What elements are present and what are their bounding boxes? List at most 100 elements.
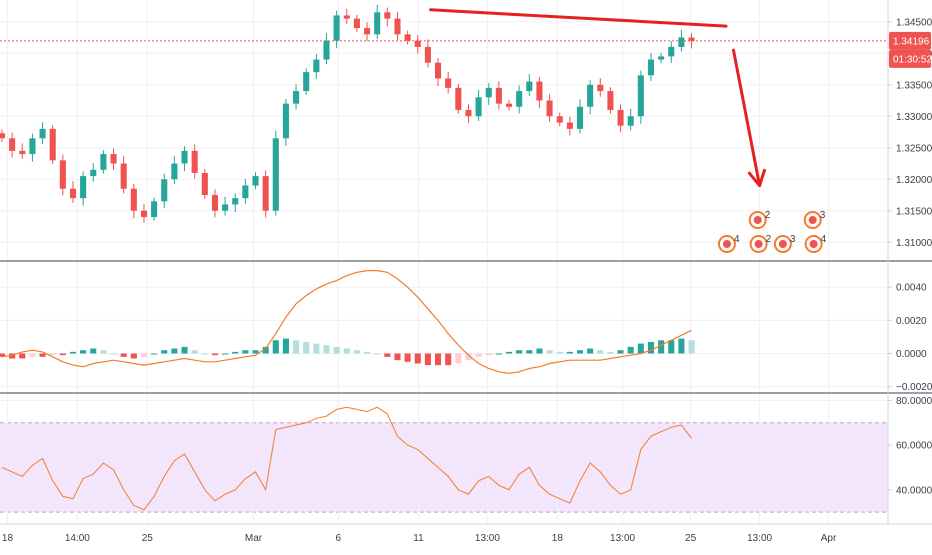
candle-body — [242, 185, 249, 199]
candle-body — [313, 59, 320, 73]
candle — [272, 130, 279, 216]
candle — [475, 89, 482, 121]
price-axis[interactable]: 1.345001.340001.335001.330001.325001.320… — [888, 17, 932, 496]
macd-histogram-bar — [80, 350, 87, 354]
macd-histogram-bar — [566, 351, 573, 354]
candle — [343, 8, 350, 25]
candle — [587, 80, 594, 115]
macd-histogram-bar — [262, 346, 269, 354]
candle-body — [353, 18, 360, 29]
candle — [252, 172, 259, 190]
candle-body — [475, 97, 482, 117]
candle-body — [597, 84, 604, 92]
candle — [171, 155, 178, 184]
macd-histogram-bar — [151, 353, 158, 355]
trendline[interactable] — [429, 8, 728, 28]
arrow-annotation[interactable] — [731, 48, 766, 188]
macd-histogram-bar — [414, 353, 421, 364]
macd-histogram-bar — [536, 348, 543, 354]
candle-body — [404, 34, 411, 41]
macd-histogram-bar — [191, 350, 198, 354]
x-tick-label: 13:00 — [475, 533, 500, 544]
macd-histogram-bar — [90, 348, 97, 354]
candle — [546, 93, 553, 122]
x-tick-label: 18 — [552, 533, 564, 544]
candle — [688, 32, 695, 49]
x-tick-label: 18 — [2, 533, 14, 544]
candle-body — [576, 106, 584, 129]
event-marker[interactable]: 4 — [717, 234, 740, 253]
candle — [394, 11, 401, 41]
macd-histogram-bar — [627, 346, 634, 354]
event-marker[interactable]: 3 — [803, 210, 826, 229]
candle — [576, 99, 584, 134]
grid-layer — [0, 0, 888, 524]
candle-body — [668, 46, 675, 57]
candle — [627, 108, 634, 131]
macd-histogram-bar — [252, 350, 259, 354]
candle-body — [647, 59, 655, 76]
candle-body — [688, 37, 695, 41]
candle — [384, 7, 391, 27]
macd-histogram-bar — [607, 351, 614, 354]
candle-body — [262, 176, 269, 211]
candle-body — [343, 15, 350, 19]
arrow-shaft — [731, 48, 762, 188]
candle-body — [39, 128, 46, 139]
event-marker[interactable]: 2 — [748, 210, 771, 229]
macd-histogram-bar — [100, 350, 107, 354]
macd-histogram-bar — [161, 350, 168, 354]
candle — [0, 129, 6, 143]
macd-histogram-bar — [323, 345, 330, 354]
candle — [151, 197, 158, 221]
event-count: 3 — [820, 210, 826, 221]
macd-histogram-bar — [455, 353, 462, 364]
candle — [566, 116, 573, 136]
macd-histogram-bar — [597, 350, 604, 354]
macd-histogram — [0, 338, 695, 366]
event-marker[interactable]: 3 — [773, 234, 796, 253]
candle-body — [181, 150, 188, 164]
drawing-annotations — [429, 8, 766, 188]
candle-body — [272, 138, 279, 211]
macd-histogram-bar — [434, 353, 442, 366]
macd-histogram-bar — [333, 346, 340, 354]
candle-body — [495, 87, 502, 104]
event-flag-dot — [778, 240, 787, 248]
candle-body — [303, 72, 310, 92]
current-price-badge: 1.34196 01:30:52 — [889, 31, 932, 68]
macd-histogram-bar — [404, 353, 411, 362]
event-flag-dot — [808, 216, 817, 224]
candle-body — [627, 116, 634, 126]
macd-histogram-bar — [140, 353, 148, 357]
candle — [505, 99, 513, 111]
event-marker[interactable]: 4 — [804, 234, 827, 253]
rsi-overbought-oversold-band — [0, 422, 888, 513]
macd-histogram-bar — [272, 340, 279, 354]
candle-body — [374, 12, 381, 35]
macd-histogram-bar — [120, 353, 127, 357]
candle — [191, 144, 198, 179]
macd-histogram-bar — [617, 350, 624, 354]
macd-histogram-bar — [546, 350, 553, 354]
macd-histogram-bar — [313, 343, 320, 354]
candle — [59, 154, 66, 196]
candle-body — [445, 78, 452, 88]
candle-body — [333, 15, 340, 41]
candle-body — [222, 204, 229, 211]
y-tick-label: 1.31500 — [896, 206, 932, 217]
event-count: 3 — [790, 234, 796, 245]
candle — [536, 76, 543, 109]
event-marker[interactable]: 2 — [749, 234, 772, 253]
countdown-label: 01:30:52 — [893, 54, 932, 65]
macd-histogram-bar — [59, 353, 66, 356]
y-tick-label: 0.0000 — [896, 349, 927, 360]
candle-body — [414, 40, 421, 47]
x-tick-label: 11 — [413, 533, 424, 544]
macd-histogram-bar — [19, 353, 26, 359]
candle-body — [171, 163, 178, 180]
macd-histogram-bar — [688, 340, 695, 354]
event-count: 2 — [765, 210, 771, 221]
time-axis[interactable]: 18 14:00 25 Mar 6 11 13:00 18 13:00 25 13:00 Apr — [2, 533, 837, 544]
